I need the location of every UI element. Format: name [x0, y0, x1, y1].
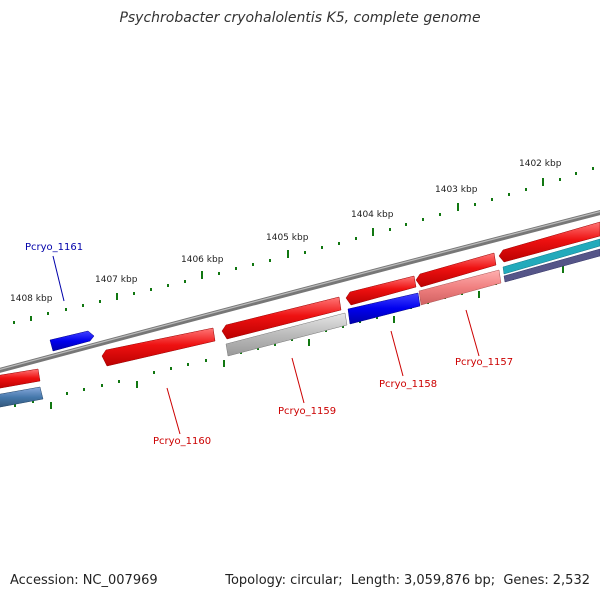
scale-label-1403: 1403 kbp — [435, 185, 478, 195]
scale-labels: 1408 kbp 1407 kbp 1406 kbp 1405 kbp 1404… — [10, 159, 562, 304]
topology-value: circular — [290, 573, 339, 588]
length-value: 3,059,876 bp — [403, 573, 491, 588]
scale-label-1404: 1404 kbp — [351, 210, 394, 220]
gene-pcryo-1158[interactable] — [347, 292, 421, 325]
accession-label: Accession: — [10, 573, 79, 588]
gene-pcryo-1161[interactable] — [49, 330, 95, 352]
topology-label: Topology: — [225, 573, 287, 588]
gene-label-pcryo-1160[interactable]: Pcryo_1160 — [153, 436, 211, 447]
gene-label-pcryo-1157[interactable]: Pcryo_1157 — [455, 357, 513, 368]
scale-label-1406: 1406 kbp — [181, 255, 224, 265]
accession-value: NC_007969 — [82, 573, 158, 588]
genome-title: Psychrobacter cryohalolentis K5, complet… — [119, 10, 481, 26]
scale-label-1405: 1405 kbp — [266, 233, 309, 243]
gene-red-1157a[interactable] — [415, 252, 497, 288]
callout-pcryo-1158 — [390, 330, 404, 377]
callout-pcryo-1157 — [465, 309, 480, 357]
gene-red-1158a[interactable] — [345, 275, 417, 306]
gene-red-right[interactable] — [498, 221, 600, 263]
gene-pcryo-1160-b[interactable] — [221, 296, 342, 340]
callout-pcryo-1161 — [52, 255, 65, 302]
scale-label-1408: 1408 kbp — [10, 294, 53, 304]
genes-label: Genes: — [503, 573, 549, 588]
callout-pcryo-1159 — [291, 357, 305, 404]
outer-scale-ticks — [13, 167, 594, 324]
callout-pcryo-1160 — [166, 387, 181, 435]
gene-pcryo-1159[interactable] — [225, 312, 348, 357]
gene-purple-right[interactable] — [503, 248, 600, 283]
gene-label-pcryo-1158[interactable]: Pcryo_1158 — [379, 379, 437, 390]
gene-label-pcryo-1161[interactable]: Pcryo_1161 — [25, 242, 83, 253]
scale-label-1407: 1407 kbp — [95, 275, 138, 285]
genome-backbone — [0, 210, 600, 373]
gene-pcryo-1160[interactable] — [101, 327, 216, 367]
length-label: Length: — [350, 573, 400, 588]
scale-label-1402: 1402 kbp — [519, 159, 562, 169]
genes-value: 2,532 — [552, 573, 590, 588]
gene-steel-left[interactable] — [0, 386, 44, 408]
gene-pcryo-1157[interactable] — [418, 269, 502, 306]
genome-stats: Topology: circular; Length: 3,059,876 bp; … — [225, 573, 590, 588]
gene-left-edge[interactable] — [0, 368, 41, 389]
gene-teal-right[interactable] — [502, 238, 600, 275]
gene-label-pcryo-1159[interactable]: Pcryo_1159 — [278, 406, 336, 417]
genome-backbone-highlight — [0, 210, 600, 370]
accession-info: Accession: NC_007969 — [10, 573, 158, 588]
